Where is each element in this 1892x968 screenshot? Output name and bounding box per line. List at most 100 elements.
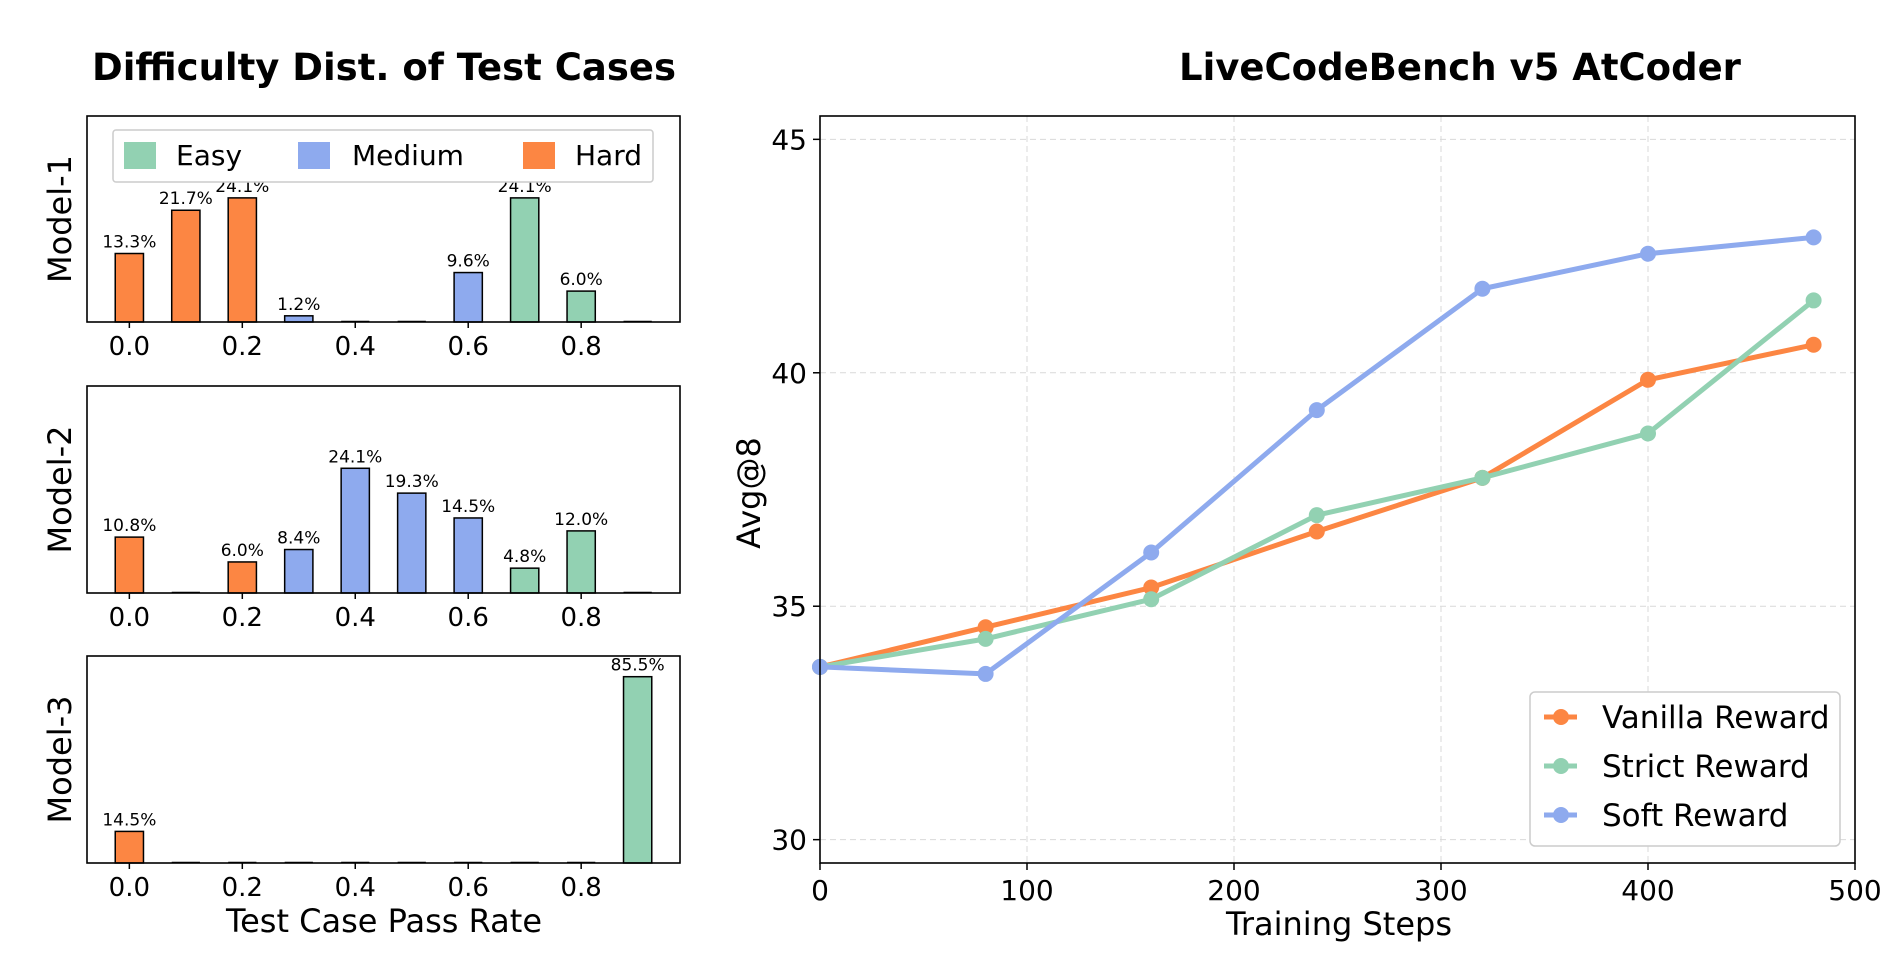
x-tick-label: 400: [1621, 874, 1674, 907]
right-xlabel: Training Steps: [1225, 905, 1452, 943]
series-point-soft: [1474, 280, 1491, 297]
line-chart-frame: [819, 115, 1856, 864]
bar-panel-2: 10.8% 6.0% 8.4% 24.1%19.3%14.5% 4.8% 12.0% 0.0…: [41, 385, 681, 633]
x-tick-label: 200: [1207, 874, 1260, 907]
bar-data-label: 4.8%: [503, 547, 546, 567]
x-tick-label: 500: [1828, 874, 1881, 907]
left-xlabel: Test Case Pass Rate: [225, 902, 542, 940]
legend-vanilla-marker: [1553, 709, 1569, 725]
bar-data-label: 9.6%: [447, 252, 490, 272]
x-tick-label: 0.6: [448, 873, 489, 903]
panel-ylabel: Model-1: [41, 155, 79, 283]
x-tick-label: 0.4: [335, 603, 376, 633]
series-point-soft: [1143, 544, 1160, 561]
bar: [227, 561, 258, 594]
x-tick-label: 0.6: [448, 603, 489, 633]
series-point-soft: [1308, 402, 1325, 419]
x-tick-label: 0.0: [109, 603, 150, 633]
legend-hard-label: Hard: [575, 139, 642, 172]
series-point-vanilla: [1143, 579, 1160, 596]
series-point-soft: [1640, 245, 1656, 262]
x-tick-label: 0.2: [222, 603, 263, 633]
bar-data-label: 14.5%: [441, 497, 495, 517]
legend-medium-label: Medium: [352, 139, 464, 172]
panel-ylabel: Model-2: [41, 426, 79, 554]
bar-data-label: 12.0%: [554, 510, 608, 530]
series-point-vanilla: [977, 619, 994, 636]
x-tick-label: 300: [1414, 874, 1467, 907]
bar: [283, 548, 314, 594]
left-title: Difficulty Dist. of Test Cases: [92, 46, 676, 89]
series-point-strict: [977, 630, 994, 647]
x-tick-label: 0.8: [560, 873, 601, 903]
bar: [509, 567, 540, 594]
series-point-strict: [1805, 292, 1822, 309]
legend-hard-swatch: [523, 142, 555, 169]
bar: [566, 290, 597, 323]
series-line-soft: [817, 234, 1817, 677]
bar: [453, 271, 484, 323]
bar: [396, 492, 427, 594]
right-title: LiveCodeBench v5 AtCoder: [1179, 46, 1742, 89]
bar: [283, 315, 314, 323]
x-tick-label: 0.2: [222, 873, 263, 903]
bar-data-label: 8.4%: [277, 529, 320, 549]
bar-data-label: 21.7%: [159, 189, 213, 209]
bar: [509, 197, 540, 323]
series-line-vanilla: [817, 342, 1817, 670]
x-tick-label: 0.8: [560, 603, 601, 633]
series-point-strict: [1143, 591, 1160, 608]
bar-panel-3: 14.5% 85.5% 0.0 0.2 0.4 0.6 0.8 Model-3: [41, 655, 681, 903]
y-tick-label: 45: [771, 123, 807, 156]
line-legend-frame: [1529, 691, 1841, 847]
y-tick-label: 30: [771, 824, 807, 857]
series-point-vanilla: [1308, 523, 1325, 540]
bar-data-label: 6.0%: [560, 270, 603, 290]
line-legend: Vanilla Reward Strict Reward Soft Reward: [1529, 691, 1841, 847]
legend-easy-swatch: [124, 142, 156, 169]
x-tick-label: 0.0: [109, 873, 150, 903]
bar: [114, 536, 145, 594]
series-point-strict: [1308, 507, 1325, 524]
series-point-soft: [1805, 229, 1822, 246]
bar: [114, 830, 145, 864]
x-tick-label: 0.8: [560, 332, 601, 362]
x-tick-label: 0: [811, 874, 829, 907]
panel-frame: [86, 655, 681, 864]
series-point-strict: [1640, 425, 1656, 442]
bar: [170, 209, 201, 323]
x-tick-label: 0.4: [335, 332, 376, 362]
x-tick-label: 100: [1000, 874, 1053, 907]
series-point-strict: [1474, 469, 1491, 486]
panel-frame: [86, 115, 681, 323]
bar-panels: 13.3%21.7%24.1%1.2%9.6%24.1%6.0%0.0 0.2 0.…: [41, 115, 681, 903]
x-tick-label: 0.0: [109, 332, 150, 362]
x-tick-label: 0.6: [448, 332, 489, 362]
bar: [622, 675, 653, 864]
bar: [340, 467, 371, 594]
series-point-vanilla: [1805, 336, 1822, 353]
line-chart: 0 100 200 300 400 500 30 35 40 45: [771, 115, 1882, 907]
legend-soft-label: Soft Reward: [1602, 798, 1788, 834]
bar-data-label: 6.0%: [221, 541, 264, 561]
series-point-soft: [977, 665, 994, 682]
panel-ylabel: Model-3: [41, 696, 79, 824]
legend-strict-marker: [1553, 758, 1569, 774]
legend-medium-swatch: [298, 142, 330, 169]
bar-panel-1: 13.3%21.7%24.1%1.2%9.6%24.1%6.0%0.0 0.2 0.…: [41, 115, 681, 362]
bar-data-label: 13.3%: [102, 233, 156, 253]
bar-data-label: 14.5%: [102, 810, 156, 830]
bar-data-label: 10.8%: [102, 516, 156, 536]
bar: [453, 517, 484, 594]
panel-frame: [86, 385, 681, 594]
y-tick-label: 35: [771, 590, 807, 623]
y-tick-label: 40: [771, 357, 807, 390]
right-ylabel: Avg@8: [730, 437, 768, 549]
legend-vanilla-label: Vanilla Reward: [1602, 700, 1830, 736]
bar: [566, 530, 597, 594]
bar-legend: Easy Medium Hard: [112, 129, 654, 183]
series-point-vanilla: [1640, 371, 1656, 388]
bar-legend-frame: [112, 129, 654, 183]
legend-strict-label: Strict Reward: [1602, 749, 1810, 785]
